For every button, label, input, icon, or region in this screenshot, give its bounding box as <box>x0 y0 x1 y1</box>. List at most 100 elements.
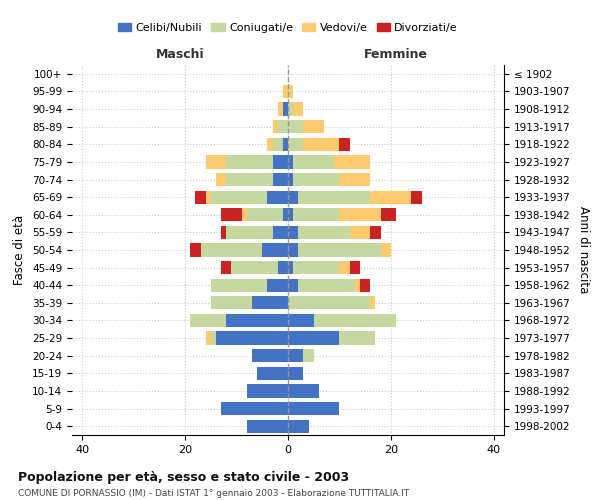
Bar <box>360 278 370 292</box>
Bar <box>370 190 412 204</box>
Bar <box>340 173 370 186</box>
Bar <box>288 226 298 239</box>
Bar <box>288 261 293 274</box>
Bar <box>226 156 272 168</box>
Bar <box>288 332 340 344</box>
Bar <box>221 402 288 415</box>
Bar <box>232 261 278 274</box>
Bar <box>293 208 340 222</box>
Bar <box>293 261 340 274</box>
Bar <box>190 314 226 327</box>
Bar <box>355 278 360 292</box>
Bar <box>298 190 370 204</box>
Bar <box>221 226 226 239</box>
Bar <box>252 296 288 310</box>
Bar <box>304 349 314 362</box>
Bar <box>283 85 288 98</box>
Bar <box>288 85 293 98</box>
Bar <box>350 226 370 239</box>
Bar <box>272 138 283 151</box>
Bar <box>226 314 288 327</box>
Bar <box>288 244 298 256</box>
Bar <box>216 173 226 186</box>
Bar <box>288 173 293 186</box>
Bar <box>288 349 304 362</box>
Bar <box>380 244 391 256</box>
Bar <box>412 190 422 204</box>
Bar <box>298 244 380 256</box>
Bar <box>206 156 226 168</box>
Bar <box>288 296 370 310</box>
Bar <box>278 120 288 134</box>
Bar <box>288 366 304 380</box>
Bar <box>298 226 350 239</box>
Bar <box>293 102 304 116</box>
Bar <box>272 226 288 239</box>
Bar <box>283 138 288 151</box>
Bar <box>221 261 232 274</box>
Bar <box>216 332 288 344</box>
Bar <box>190 244 200 256</box>
Bar <box>293 156 334 168</box>
Bar <box>340 261 350 274</box>
Bar <box>272 120 278 134</box>
Y-axis label: Fasce di età: Fasce di età <box>13 215 26 285</box>
Bar <box>340 138 350 151</box>
Bar <box>272 173 288 186</box>
Bar <box>283 208 288 222</box>
Bar <box>262 244 288 256</box>
Bar <box>283 102 288 116</box>
Bar <box>206 190 211 204</box>
Bar <box>268 190 288 204</box>
Bar <box>288 102 293 116</box>
Bar <box>257 366 288 380</box>
Bar <box>200 244 262 256</box>
Bar <box>314 314 396 327</box>
Bar <box>293 173 340 186</box>
Bar <box>288 120 304 134</box>
Bar <box>340 332 376 344</box>
Bar <box>247 384 288 398</box>
Bar <box>288 278 298 292</box>
Bar <box>288 208 293 222</box>
Y-axis label: Anni di nascita: Anni di nascita <box>577 206 590 294</box>
Bar <box>304 138 340 151</box>
Bar <box>288 402 340 415</box>
Bar <box>206 332 211 344</box>
Bar <box>211 332 216 344</box>
Bar <box>278 102 283 116</box>
Bar <box>226 173 272 186</box>
Bar <box>268 138 272 151</box>
Bar <box>288 384 319 398</box>
Bar <box>304 120 324 134</box>
Text: COMUNE DI PORNASSIO (IM) - Dati ISTAT 1° gennaio 2003 - Elaborazione TUTTITALIA.: COMUNE DI PORNASSIO (IM) - Dati ISTAT 1°… <box>18 488 409 498</box>
Bar <box>226 226 272 239</box>
Bar <box>288 190 298 204</box>
Bar <box>272 156 288 168</box>
Legend: Celibi/Nubili, Coniugati/e, Vedovi/e, Divorziati/e: Celibi/Nubili, Coniugati/e, Vedovi/e, Di… <box>113 19 463 38</box>
Bar <box>288 138 304 151</box>
Bar <box>196 190 206 204</box>
Text: Femmine: Femmine <box>364 48 428 62</box>
Bar <box>298 278 355 292</box>
Bar <box>211 296 252 310</box>
Bar <box>370 296 376 310</box>
Bar <box>288 156 293 168</box>
Bar <box>278 261 288 274</box>
Bar <box>242 208 247 222</box>
Bar <box>247 420 288 433</box>
Bar <box>288 420 308 433</box>
Bar <box>380 208 396 222</box>
Bar <box>221 208 242 222</box>
Bar <box>340 208 380 222</box>
Bar <box>211 278 268 292</box>
Bar <box>211 190 268 204</box>
Bar <box>268 278 288 292</box>
Text: Maschi: Maschi <box>155 48 205 62</box>
Text: Popolazione per età, sesso e stato civile - 2003: Popolazione per età, sesso e stato civil… <box>18 472 349 484</box>
Bar <box>288 314 314 327</box>
Bar <box>370 226 380 239</box>
Bar <box>334 156 370 168</box>
Bar <box>350 261 360 274</box>
Bar <box>247 208 283 222</box>
